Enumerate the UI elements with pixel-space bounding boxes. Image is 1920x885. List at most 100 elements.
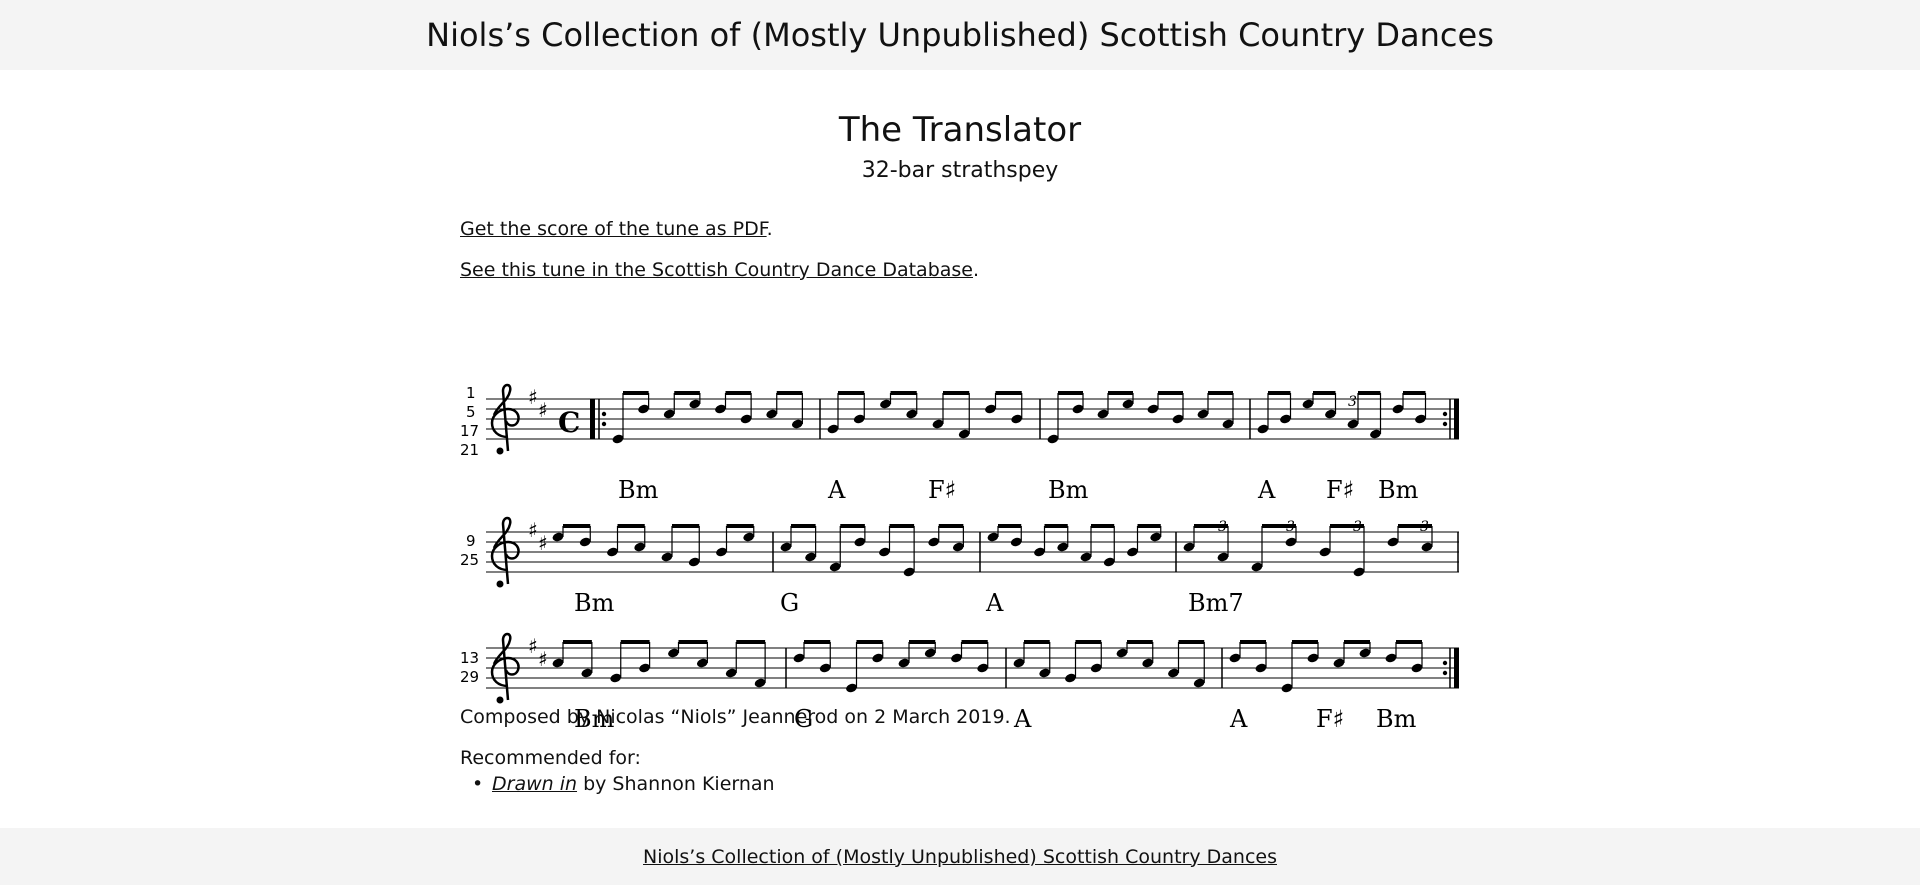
footer-link[interactable]: Niols’s Collection of (Mostly Unpublishe… <box>643 845 1277 868</box>
note-head <box>1353 567 1365 577</box>
note-head <box>1285 537 1297 547</box>
common-time: C <box>558 406 580 439</box>
note-head <box>1392 404 1404 414</box>
site-header: Niols’s Collection of (Mostly Unpublishe… <box>0 0 1920 70</box>
note-head <box>1229 653 1241 663</box>
chord-symbol: G <box>780 589 799 617</box>
barlines <box>819 399 1251 439</box>
chord-symbol: Bm <box>574 589 615 617</box>
note-head <box>1421 542 1433 552</box>
list-item: Drawn in by Shannon Kiernan <box>460 773 775 795</box>
sccd-link[interactable]: See this tune in the Scottish Country Da… <box>460 259 973 281</box>
pdf-paragraph: Get the score of the tune as PDF. <box>460 218 773 240</box>
note-head <box>552 532 564 542</box>
note-head <box>1251 562 1263 572</box>
note-head <box>1010 537 1022 547</box>
barlines <box>785 648 1223 688</box>
note-head <box>1347 419 1359 429</box>
pdf-link[interactable]: Get the score of the tune as PDF <box>460 218 767 240</box>
note-head <box>903 567 915 577</box>
bar-number: 25 <box>460 551 479 569</box>
note-head <box>1013 658 1025 668</box>
note-head <box>1217 552 1229 562</box>
note-head <box>1302 399 1314 409</box>
melody-notes <box>552 640 1423 693</box>
system-1: 1 5 17 21 C <box>460 383 1459 504</box>
note-head <box>607 547 618 557</box>
note-head <box>819 663 831 673</box>
chord-symbol: Bm <box>618 476 659 504</box>
note-head <box>958 429 970 439</box>
staff-lines <box>486 531 1459 573</box>
dance-author: by Shannon Kiernan <box>577 773 775 795</box>
note-head <box>1103 557 1115 567</box>
note-head <box>639 663 650 673</box>
note-head <box>1150 532 1162 542</box>
triplet-mark: 3 <box>1348 394 1357 410</box>
chord-symbol: F♯ <box>928 476 956 504</box>
note-head <box>668 648 679 658</box>
note-head <box>552 658 564 668</box>
barlines <box>772 532 1459 572</box>
note-head <box>1385 653 1397 663</box>
sccd-paragraph: See this tune in the Scottish Country Da… <box>460 259 979 281</box>
note-head <box>951 653 962 663</box>
bar-number: 13 <box>460 649 479 667</box>
triplet-mark: 3 <box>1218 519 1227 535</box>
chord-symbol: Bm7 <box>1188 589 1244 617</box>
note-head <box>1411 663 1423 673</box>
chord-symbol: F♯ <box>1316 705 1344 733</box>
note-head <box>579 537 591 547</box>
bar-number: 1 <box>466 384 476 402</box>
key-signature <box>528 385 548 422</box>
note-head <box>1147 404 1159 414</box>
treble-clef-icon <box>490 516 520 589</box>
note-head <box>740 414 752 424</box>
note-head <box>663 409 675 419</box>
note-head <box>953 542 964 552</box>
system-2: 9 25 3 3 3 3 Bm G A Bm7 <box>460 516 1459 617</box>
note-head <box>924 648 936 658</box>
note-head <box>880 399 891 409</box>
note-head <box>1257 424 1269 434</box>
chord-symbol: Bm <box>574 705 615 733</box>
tune-title: The Translator <box>838 110 1082 150</box>
triplet-mark: 3 <box>1420 519 1429 535</box>
note-head <box>1359 648 1371 658</box>
note-head <box>1319 547 1331 557</box>
note-head <box>661 552 673 562</box>
note-head <box>638 404 649 414</box>
melody-notes <box>612 391 1427 444</box>
pdf-period: . <box>766 218 773 240</box>
note-head <box>985 404 996 414</box>
note-head <box>1255 663 1267 673</box>
note-head <box>932 419 944 429</box>
note-head <box>612 434 624 444</box>
key-signature <box>528 634 548 671</box>
note-head <box>725 668 737 678</box>
note-head <box>754 678 766 688</box>
chord-symbol: A <box>985 589 1004 617</box>
site-title: Niols’s Collection of (Mostly Unpublishe… <box>426 16 1494 54</box>
note-head <box>1168 668 1179 678</box>
note-head <box>743 532 755 542</box>
note-head <box>1172 414 1184 424</box>
note-head <box>854 537 866 547</box>
chord-symbol: F♯ <box>1326 476 1354 504</box>
note-head <box>1097 409 1109 419</box>
note-head <box>715 404 726 414</box>
note-head <box>1370 429 1381 439</box>
melody-notes <box>552 524 1433 577</box>
note-head <box>1142 658 1154 668</box>
chord-symbol: G <box>794 705 813 733</box>
note-head <box>1307 653 1319 663</box>
dance-link[interactable]: Drawn in <box>492 773 578 795</box>
note-head <box>879 547 890 557</box>
key-signature <box>528 518 548 555</box>
note-head <box>766 409 778 419</box>
tune-subtitle: 32-bar strathspey <box>861 158 1059 183</box>
note-head <box>1325 409 1336 419</box>
note-head <box>780 542 792 552</box>
bar-number: 5 <box>466 403 476 421</box>
note-head <box>805 552 816 562</box>
